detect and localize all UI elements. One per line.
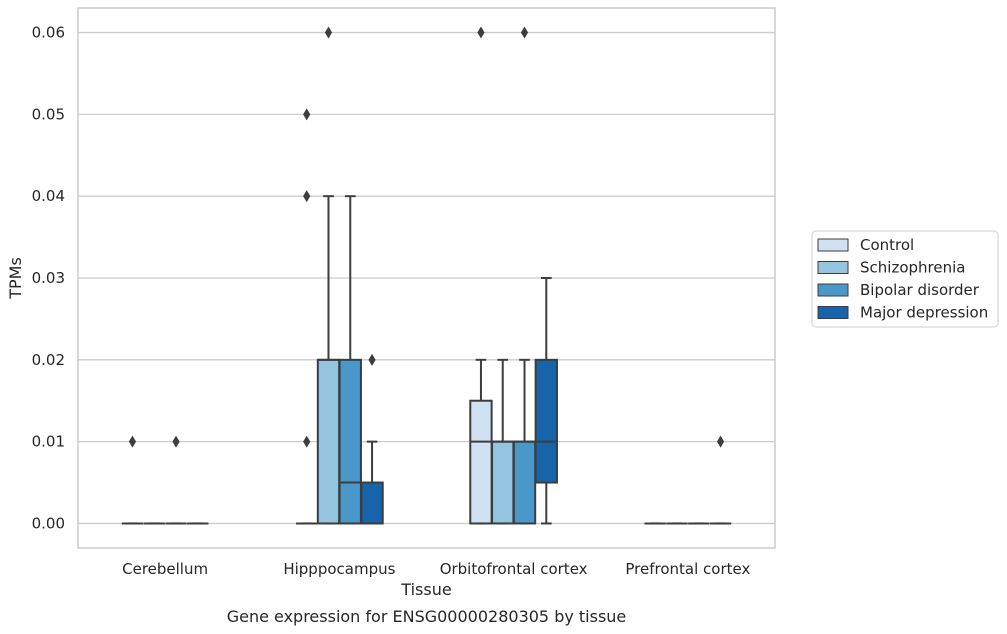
legend-label: Major depression (860, 304, 988, 322)
x-axis-label: Tissue (400, 580, 451, 599)
legend-label: Bipolar disorder (860, 281, 980, 299)
outlier-point (128, 435, 137, 448)
box-2-2 (512, 26, 537, 525)
outlier-point (303, 435, 311, 448)
boxes (121, 26, 732, 525)
y-tick-labels: 0.00 0.01 0.02 0.03 0.04 0.05 0.06 (32, 24, 65, 533)
outlier-point (303, 190, 311, 203)
legend-label: Schizophrenia (860, 259, 965, 277)
box-3-3 (709, 435, 732, 525)
plot-frame (77, 7, 776, 549)
box-2-3 (534, 277, 558, 525)
outlier-point (477, 26, 485, 39)
box-body (491, 440, 515, 525)
box-2-1 (491, 358, 515, 525)
legend: Control Schizophrenia Bipolar disorder Majo… (811, 230, 999, 328)
outlier-point (520, 26, 529, 39)
box-0-2 (165, 435, 187, 525)
y-tick-label: 0.01 (32, 433, 65, 451)
outlier-point (303, 108, 311, 121)
outlier-point (368, 353, 376, 366)
legend-swatch (817, 261, 849, 274)
legend-swatch (817, 306, 849, 319)
box-2-0 (469, 26, 493, 525)
outlier-point (324, 26, 333, 39)
y-tick-label: 0.06 (32, 24, 65, 42)
box-body (512, 440, 537, 525)
box-1-2 (338, 195, 362, 525)
y-tick-label: 0.05 (32, 105, 65, 123)
x-tick-label: Cerebellum (122, 560, 208, 578)
x-tick-labels: Cerebellum Hipppocampus Orbitofrontal cort… (122, 560, 750, 578)
y-tick-label: 0.02 (32, 351, 65, 369)
outlier-point (716, 435, 725, 448)
box-body (316, 358, 341, 525)
legend-swatch (817, 238, 849, 252)
box-1-1 (316, 26, 341, 525)
x-tick-label: Prefrontal cortex (625, 560, 750, 578)
box-body (534, 358, 558, 484)
box-1-0 (296, 108, 318, 525)
y-axis-label: TPMs (6, 257, 25, 300)
box-body (338, 358, 362, 525)
chart-caption: Gene expression for ENSG00000280305 by t… (227, 607, 627, 626)
y-tick-label: 0.03 (32, 269, 65, 287)
legend-swatch (817, 283, 849, 297)
box-0-0 (121, 435, 144, 525)
y-tick-label: 0.04 (32, 187, 65, 205)
legend-frame (811, 230, 999, 328)
box-body (469, 399, 493, 525)
gridlines (78, 31, 775, 525)
x-tick-label: Hipppocampus (283, 560, 395, 578)
x-tick-label: Orbitofrontal cortex (440, 560, 588, 578)
box-1-3 (360, 353, 384, 525)
legend-label: Control (860, 236, 914, 254)
box-body (360, 481, 384, 525)
y-tick-label: 0.00 (32, 514, 65, 532)
outlier-point (172, 435, 180, 448)
